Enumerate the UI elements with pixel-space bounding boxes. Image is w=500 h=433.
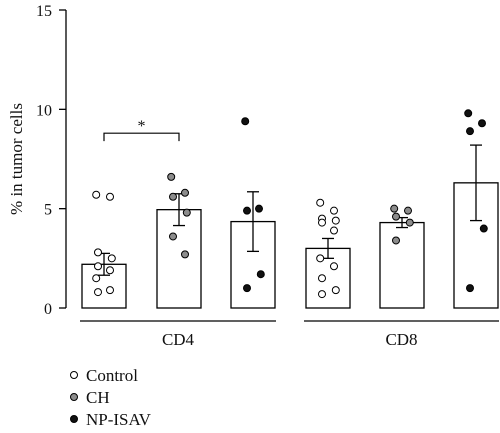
group-labels: CD4 CD8	[80, 320, 499, 349]
data-point	[318, 274, 326, 283]
data-point	[318, 218, 326, 227]
y-tick-label: 10	[36, 102, 52, 119]
data-point	[330, 226, 338, 235]
data-point	[390, 204, 399, 213]
data-point	[392, 236, 400, 245]
data-point	[243, 206, 251, 215]
data-point	[255, 204, 263, 213]
group-label-cd4: CD4	[162, 330, 195, 349]
data-point	[181, 250, 189, 259]
y-axis-label: % in tumor cells	[7, 103, 26, 215]
bar-cd8-np-isav	[453, 182, 499, 309]
data-point	[316, 254, 325, 263]
data-point	[318, 290, 326, 299]
legend-label: Control	[86, 366, 138, 385]
legend-marker	[70, 393, 78, 401]
data-point	[106, 266, 114, 275]
data-point	[169, 192, 177, 201]
data-point	[316, 198, 325, 207]
data-point	[92, 190, 101, 199]
y-tick-label: 5	[44, 202, 52, 219]
y-tick-label: 15	[36, 3, 52, 20]
data-points	[92, 109, 488, 299]
data-point	[106, 286, 114, 295]
data-point	[466, 127, 474, 136]
data-point	[106, 192, 114, 201]
data-point	[94, 262, 102, 271]
data-point	[107, 254, 116, 263]
data-point	[479, 224, 488, 233]
data-point	[167, 172, 176, 181]
data-point	[92, 274, 101, 283]
legend-label: NP-ISAV	[86, 410, 152, 429]
data-point	[169, 232, 177, 241]
data-point	[478, 119, 486, 128]
data-point	[330, 262, 338, 271]
group-label-cd8: CD8	[385, 330, 417, 349]
y-axis: 0 5 10 15 % in tumor cells	[7, 3, 67, 318]
data-point	[241, 117, 250, 126]
legend-marker	[70, 415, 78, 423]
data-point	[94, 248, 102, 257]
data-point	[330, 206, 338, 215]
data-point	[331, 216, 340, 225]
data-point	[392, 212, 400, 221]
legend-marker	[70, 371, 78, 379]
data-point	[94, 288, 102, 297]
significance-annotations: *	[103, 118, 180, 142]
bars	[81, 144, 499, 309]
data-point	[181, 188, 189, 197]
data-point	[182, 208, 191, 217]
legend-label: CH	[86, 388, 110, 407]
data-point	[404, 206, 412, 215]
data-point	[464, 109, 473, 118]
data-point	[331, 286, 340, 295]
legend: Control CH NP-ISAV	[70, 366, 152, 429]
data-point	[405, 218, 414, 227]
data-point	[243, 284, 251, 293]
significance-bracket	[103, 132, 180, 142]
data-point	[256, 270, 265, 279]
bar-cd8-ch	[379, 221, 425, 309]
significance-label: *	[138, 118, 146, 135]
y-tick-label: 0	[44, 301, 52, 318]
data-point	[466, 284, 474, 293]
